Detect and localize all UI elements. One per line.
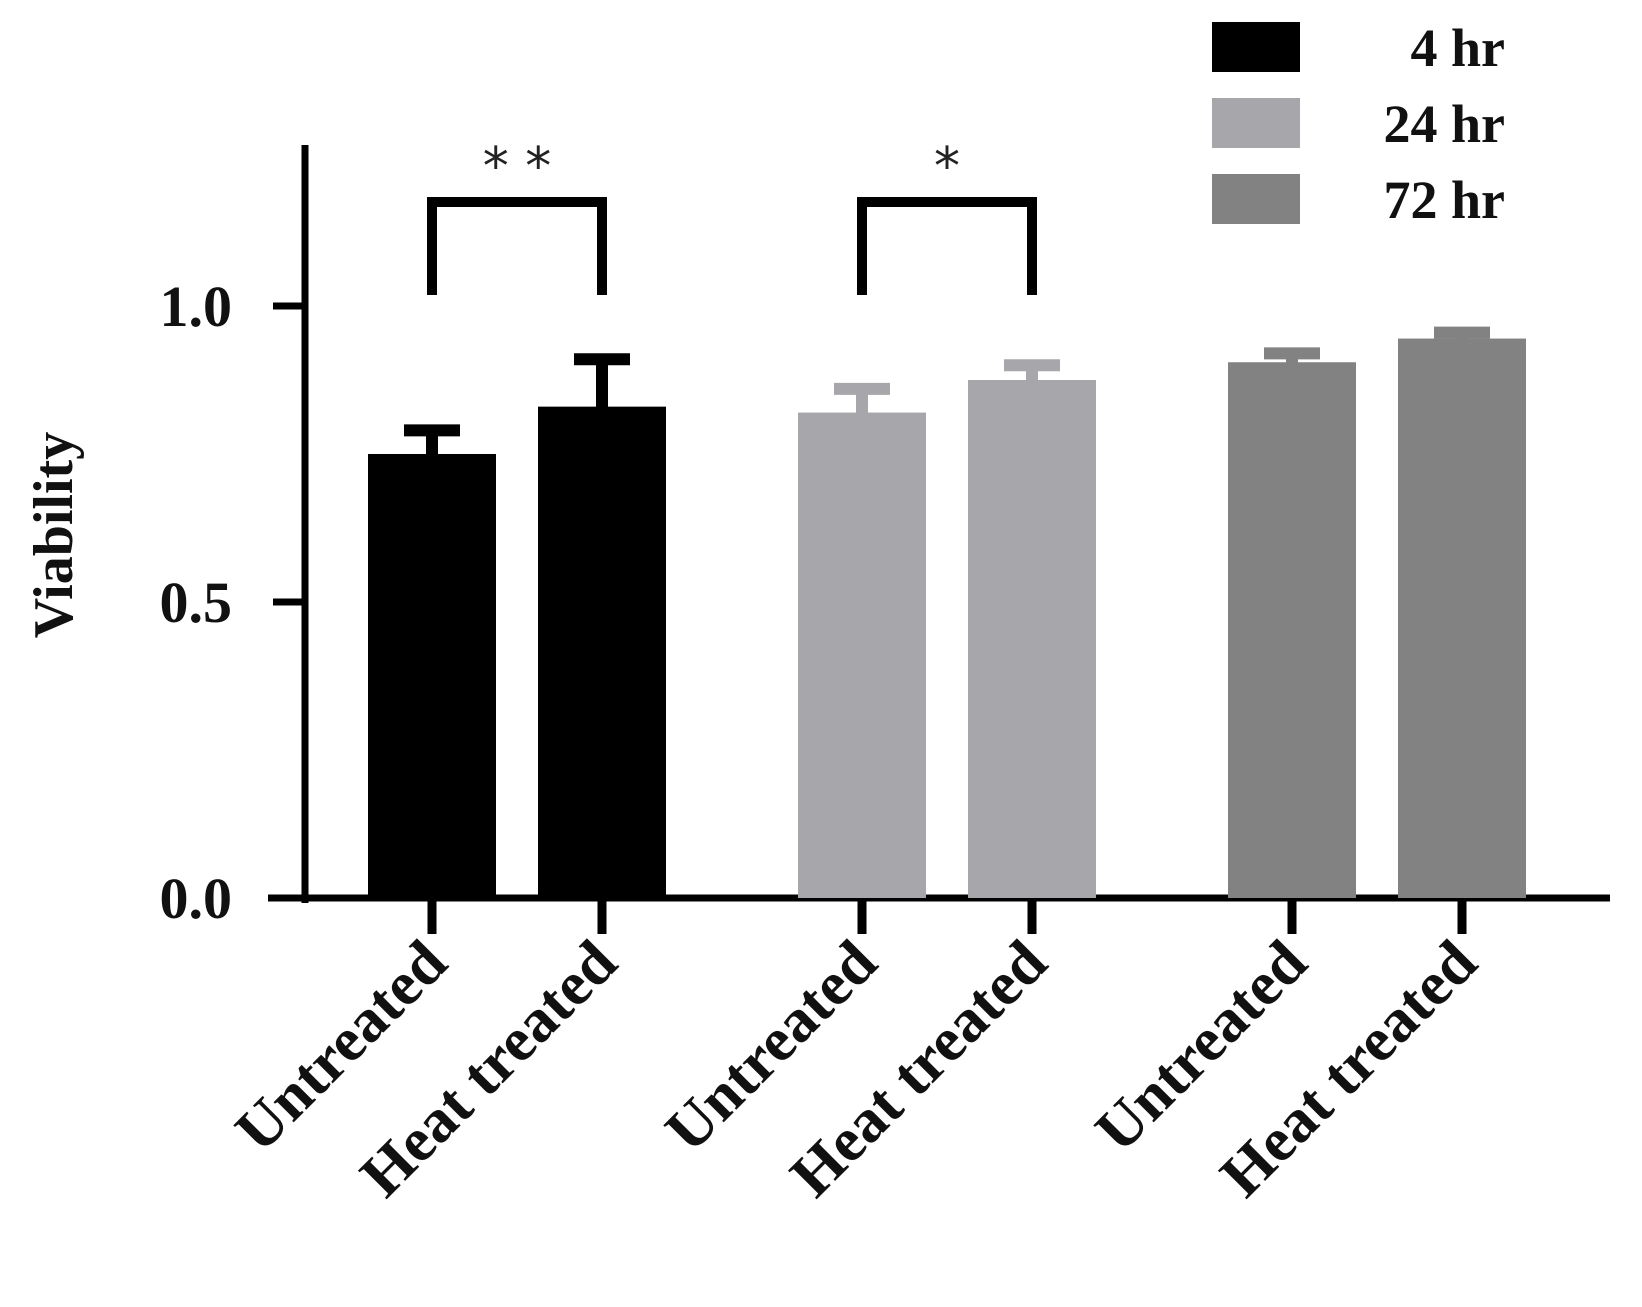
legend-label: 72 hr <box>1384 170 1506 230</box>
legend: 4 hr 24 hr 72 hr <box>1212 18 1505 230</box>
legend-label: 4 hr <box>1411 18 1506 78</box>
legend-swatch <box>1212 174 1300 224</box>
significance-label: * <box>934 137 960 197</box>
y-tick-label: 1.0 <box>160 274 233 339</box>
y-tick-label: 0.5 <box>160 570 233 635</box>
bar <box>968 380 1096 898</box>
bar <box>1398 338 1526 898</box>
y-axis-title: Viability <box>23 432 85 638</box>
significance-label: * * <box>483 137 552 197</box>
bars <box>368 326 1526 898</box>
y-tick-label: 0.0 <box>160 866 233 931</box>
legend-label: 24 hr <box>1384 94 1506 154</box>
significance-bracket <box>857 197 1037 295</box>
bar <box>368 454 496 898</box>
bar <box>1228 362 1356 898</box>
legend-swatch <box>1212 22 1300 72</box>
bar <box>798 412 926 898</box>
bar <box>538 406 666 898</box>
significance-bracket <box>427 197 607 295</box>
legend-swatch <box>1212 98 1300 148</box>
significance-markers: * * * <box>427 137 1037 295</box>
